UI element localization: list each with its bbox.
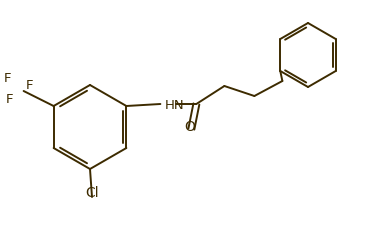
- Text: Cl: Cl: [85, 185, 99, 199]
- Text: HN: HN: [164, 98, 184, 111]
- Text: F: F: [4, 72, 11, 85]
- Text: O: O: [184, 119, 195, 134]
- Text: F: F: [26, 78, 33, 91]
- Text: F: F: [6, 93, 14, 106]
